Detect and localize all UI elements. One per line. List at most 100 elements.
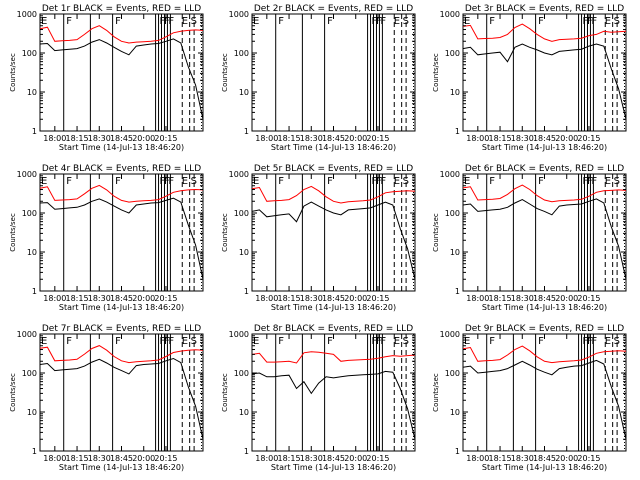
flag-label-E: E bbox=[464, 336, 470, 347]
x-tick-label: 18:30 bbox=[511, 294, 534, 303]
flag-label-F: F bbox=[489, 336, 495, 347]
flag-label-S: S bbox=[403, 336, 409, 347]
x-tick-label: 18:15 bbox=[489, 454, 512, 463]
plot-frame bbox=[251, 333, 416, 452]
panel-title: Det 4r BLACK = Events, RED = LLD bbox=[42, 164, 201, 174]
x-tick-label: 18:45 bbox=[533, 294, 556, 303]
flag-label-E: E bbox=[182, 176, 188, 187]
flag-label-E: E bbox=[394, 16, 400, 27]
flag-label-E: E bbox=[253, 336, 259, 347]
flag-label-E: E bbox=[41, 176, 47, 187]
panel-title: Det 9r BLACK = Events, RED = LLD bbox=[465, 324, 624, 334]
flag-label-S: S bbox=[614, 16, 620, 27]
x-tick-label: 20:15 bbox=[154, 454, 177, 463]
y-tick-label: 1 bbox=[32, 127, 37, 136]
flag-label-S: S bbox=[614, 176, 620, 187]
flag-label-F: F bbox=[66, 176, 72, 187]
x-tick-label: 18:00 bbox=[466, 294, 489, 303]
y-tick-label: 100 bbox=[234, 369, 249, 378]
flag-label-F: F bbox=[164, 16, 170, 27]
flag-label-F: F bbox=[489, 16, 495, 27]
y-axis-label: Counts/sec bbox=[9, 53, 17, 92]
x-tick-label: 18:15 bbox=[278, 134, 301, 143]
flag-label-E: E bbox=[182, 16, 188, 27]
series-events bbox=[39, 197, 204, 280]
x-tick-label: 18:15 bbox=[66, 454, 89, 463]
x-tick-label: 18:30 bbox=[300, 294, 323, 303]
y-tick-label: 100 bbox=[234, 49, 249, 58]
panel-title: Det 6r BLACK = Events, RED = LLD bbox=[465, 164, 624, 174]
flag-label-F: F bbox=[538, 16, 544, 27]
x-tick-label: 20:15 bbox=[366, 294, 389, 303]
y-tick-label: 100 bbox=[445, 49, 460, 58]
series-events bbox=[251, 370, 416, 440]
x-axis-label: Start Time (14-Jul-13 18:46:20) bbox=[59, 143, 184, 152]
flag-label-F: F bbox=[372, 16, 378, 27]
x-axis-label: Start Time (14-Jul-13 18:46:20) bbox=[271, 143, 396, 152]
plot-frame bbox=[462, 333, 627, 452]
flag-label-E: E bbox=[605, 176, 611, 187]
flag-label-F: F bbox=[583, 16, 589, 27]
y-tick-label: 10 bbox=[239, 88, 249, 97]
y-tick-label: 1000 bbox=[17, 170, 37, 179]
series-lld bbox=[462, 345, 627, 364]
plot-frame bbox=[251, 13, 416, 132]
y-axis-label: Counts/sec bbox=[9, 213, 17, 252]
flag-label-F: F bbox=[538, 176, 544, 187]
flag-label-F: F bbox=[583, 176, 589, 187]
x-tick-label: 18:15 bbox=[278, 454, 301, 463]
flag-label-F: F bbox=[66, 16, 72, 27]
series-lld bbox=[251, 185, 416, 204]
flag-label-F: F bbox=[380, 16, 386, 27]
x-axis-label: Start Time (14-Jul-13 18:46:20) bbox=[271, 303, 396, 312]
series-events bbox=[462, 359, 627, 440]
x-tick-label: 18:45 bbox=[533, 454, 556, 463]
x-tick-label: 20:15 bbox=[154, 134, 177, 143]
series-events bbox=[462, 198, 627, 280]
flag-label-F: F bbox=[278, 16, 284, 27]
x-tick-label: 20:15 bbox=[577, 294, 600, 303]
x-tick-label: 18:00 bbox=[43, 454, 66, 463]
x-tick-label: 20:15 bbox=[154, 294, 177, 303]
flag-label-F: F bbox=[587, 176, 593, 187]
x-tick-label: 18:00 bbox=[255, 294, 278, 303]
y-tick-label: 1 bbox=[32, 287, 37, 296]
flag-label-E: E bbox=[605, 16, 611, 27]
series-lld bbox=[39, 184, 204, 203]
x-tick-label: 20:00 bbox=[555, 294, 578, 303]
x-axis-label: Start Time (14-Jul-13 18:46:20) bbox=[482, 463, 607, 472]
x-tick-label: 18:00 bbox=[255, 454, 278, 463]
x-axis-label: Start Time (14-Jul-13 18:46:20) bbox=[482, 143, 607, 152]
flag-label-F: F bbox=[164, 336, 170, 347]
x-tick-label: 18:45 bbox=[110, 294, 133, 303]
y-tick-label: 1000 bbox=[440, 330, 460, 339]
flag-label-F: F bbox=[591, 336, 597, 347]
plot-frame bbox=[251, 173, 416, 292]
x-axis-label: Start Time (14-Jul-13 18:46:20) bbox=[271, 463, 396, 472]
x-tick-label: 20:15 bbox=[366, 454, 389, 463]
y-axis-label: Counts/sec bbox=[221, 213, 229, 252]
flag-label-F: F bbox=[160, 176, 166, 187]
x-axis-label: Start Time (14-Jul-13 18:46:20) bbox=[59, 463, 184, 472]
x-tick-label: 20:00 bbox=[555, 134, 578, 143]
x-axis-label: Start Time (14-Jul-13 18:46:20) bbox=[59, 303, 184, 312]
x-tick-label: 18:15 bbox=[66, 134, 89, 143]
flag-label-F: F bbox=[591, 176, 597, 187]
flag-label-F: F bbox=[160, 16, 166, 27]
flag-label-F: F bbox=[115, 336, 121, 347]
y-tick-label: 1000 bbox=[229, 170, 249, 179]
flag-label-E: E bbox=[605, 336, 611, 347]
flag-label-F: F bbox=[372, 176, 378, 187]
panel-title: Det 3r BLACK = Events, RED = LLD bbox=[465, 4, 624, 14]
y-tick-label: 1 bbox=[455, 127, 460, 136]
y-tick-label: 1 bbox=[244, 287, 249, 296]
x-tick-label: 18:30 bbox=[511, 454, 534, 463]
y-tick-label: 10 bbox=[450, 408, 460, 417]
y-tick-label: 10 bbox=[27, 248, 37, 257]
